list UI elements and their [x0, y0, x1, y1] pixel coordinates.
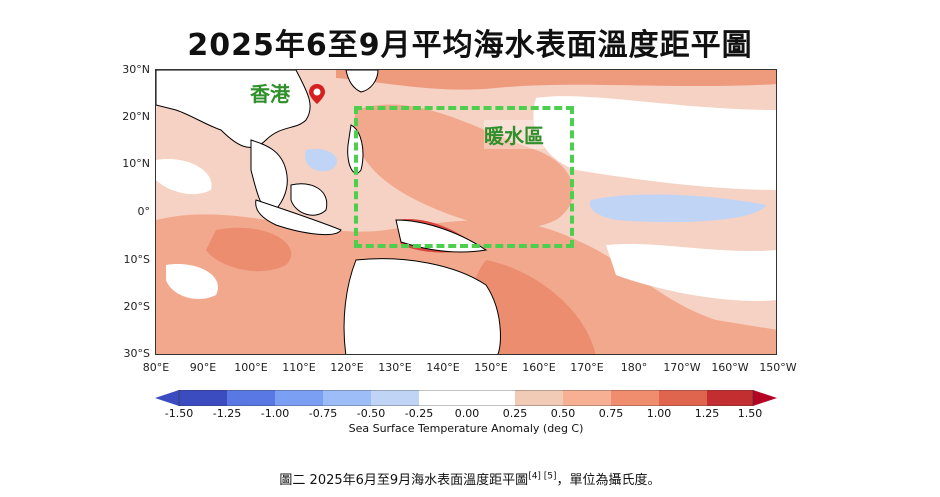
colorbar-tick: -0.50: [356, 407, 386, 420]
caption-text: 圖二 2025年6月至9月海水表面溫度距平圖: [279, 473, 529, 488]
lat-label: 0°: [137, 205, 151, 218]
colorbar-segment: [419, 390, 467, 406]
colorbar-tick: 0.25: [502, 407, 528, 420]
colorbar-arrow-high: [753, 390, 777, 406]
neutral-region-south-pacific: [606, 243, 776, 301]
neutral-region-indian: [166, 264, 218, 300]
lon-label: 170°W: [663, 361, 701, 374]
colorbar: [155, 390, 777, 406]
colorbar-tick: -0.25: [404, 407, 434, 420]
colorbar-tick: -1.25: [212, 407, 242, 420]
land-asia-mainland: [156, 70, 311, 148]
colorbar-segment: [323, 390, 371, 406]
lon-label: 120°E: [330, 361, 364, 374]
colorbar-tick: -1.50: [164, 407, 194, 420]
colorbar-tick: 1.25: [694, 407, 720, 420]
land-indochina: [250, 139, 288, 216]
lon-label: 80°E: [142, 361, 170, 374]
colorbar-segment: [563, 390, 611, 406]
lon-label: 150°W: [759, 361, 797, 374]
lon-label: 150°E: [474, 361, 508, 374]
lat-label: 20°N: [122, 110, 150, 123]
colorbar-segment: [227, 390, 275, 406]
colorbar-label: Sea Surface Temperature Anomaly (deg C): [348, 422, 584, 435]
lon-label: 180°: [620, 361, 648, 374]
warm-region-box: [354, 106, 574, 248]
warm-anomaly-region-top: [336, 70, 776, 90]
cool-anomaly-south-china-sea: [305, 149, 337, 172]
colorbar-segment: [275, 390, 323, 406]
land-taiwan-region: [345, 70, 379, 93]
colorbar-segment: [179, 390, 227, 406]
colorbar-segment: [611, 390, 659, 406]
warm-anomaly-region-north: [354, 104, 574, 229]
colorbar-tick: -0.75: [308, 407, 338, 420]
colorbar-tick: 1.50: [737, 407, 763, 420]
colorbar-tick: 0.00: [454, 407, 480, 420]
neutral-region-west: [156, 159, 212, 195]
warm-anomaly-coral-sea: [469, 260, 596, 354]
page-title: 2025年6至9月平均海水表面溫度距平圖: [187, 28, 753, 63]
land-sumatra-java: [255, 199, 342, 235]
lat-label: 30°S: [123, 347, 150, 360]
warm-region-label: 暖水區: [484, 120, 544, 149]
lon-label: 90°E: [189, 361, 217, 374]
lat-label: 10°S: [123, 253, 150, 266]
caption-references[interactable]: [4] [5]: [528, 471, 557, 482]
neutral-region-north-pacific: [533, 96, 776, 190]
colorbar-segment: [371, 390, 419, 406]
colorbar-tick: 1.00: [646, 407, 672, 420]
lon-label: 160°E: [522, 361, 556, 374]
colorbar-tick: 0.75: [598, 407, 624, 420]
lat-label: 20°S: [123, 300, 150, 313]
lon-label: 140°E: [426, 361, 460, 374]
lon-label: 110°E: [282, 361, 316, 374]
location-pin-icon: [308, 83, 326, 109]
lon-label: 100°E: [234, 361, 268, 374]
lon-label: 160°W: [711, 361, 749, 374]
lat-label: 10°N: [122, 157, 150, 170]
land-borneo: [290, 183, 328, 216]
colorbar-arrow-low: [155, 390, 179, 406]
colorbar-tick: 0.50: [550, 407, 576, 420]
colorbar-segment: [515, 390, 563, 406]
lon-label: 130°E: [378, 361, 412, 374]
cool-anomaly-equatorial-pacific: [589, 194, 766, 223]
colorbar-tick: -1.00: [260, 407, 290, 420]
lat-label: 30°N: [122, 63, 150, 76]
warm-anomaly-indian-ocean: [206, 227, 292, 272]
lon-label: 170°E: [570, 361, 604, 374]
colorbar-segment: [659, 390, 707, 406]
caption-suffix: ，單位為攝氏度。: [556, 473, 661, 488]
figure-caption: 圖二 2025年6月至9月海水表面溫度距平圖[4] [5]，單位為攝氏度。: [0, 469, 940, 488]
colorbar-segment: [467, 390, 515, 406]
colorbar-segment: [707, 390, 753, 406]
hong-kong-label: 香港: [250, 82, 290, 106]
land-australia: [343, 258, 501, 354]
